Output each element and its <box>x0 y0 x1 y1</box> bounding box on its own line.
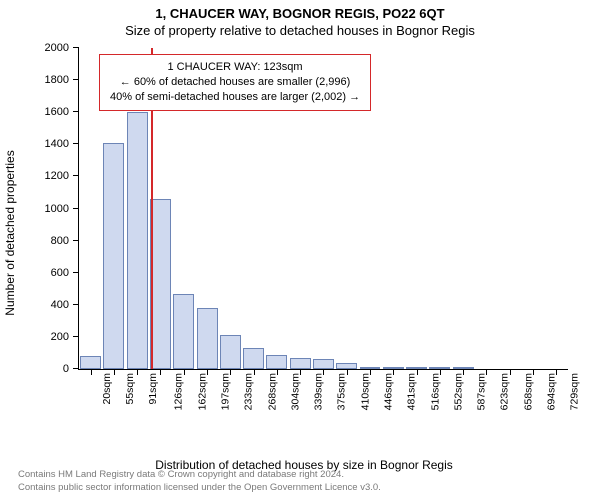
x-tick-label: 587sqm <box>476 373 488 410</box>
x-tick-label: 410sqm <box>359 373 371 410</box>
chart-container: Number of detached properties 20sqm55sqm… <box>36 48 572 418</box>
x-tick <box>207 369 208 375</box>
bar-slot: 623sqm <box>475 48 498 369</box>
x-tick <box>510 369 511 375</box>
x-tick-label: 91sqm <box>147 373 159 405</box>
x-tick-label: 446sqm <box>383 373 395 410</box>
x-tick-label: 658sqm <box>522 373 534 410</box>
x-tick-label: 233sqm <box>243 373 255 410</box>
x-tick-label: 552sqm <box>453 373 465 410</box>
y-tick-label: 1200 <box>45 170 79 182</box>
bar-slot: 694sqm <box>521 48 544 369</box>
bar <box>266 355 287 369</box>
bar-slot: 729sqm <box>545 48 568 369</box>
y-tick-label: 200 <box>51 331 79 343</box>
bar-slot: 516sqm <box>405 48 428 369</box>
bar <box>150 199 171 369</box>
x-tick <box>91 369 92 375</box>
x-tick <box>347 369 348 375</box>
x-tick <box>160 369 161 375</box>
x-tick-label: 20sqm <box>100 373 112 405</box>
chart-title-main: 1, CHAUCER WAY, BOGNOR REGIS, PO22 6QT <box>0 0 600 21</box>
x-tick <box>184 369 185 375</box>
bar <box>313 359 334 369</box>
x-tick <box>323 369 324 375</box>
x-tick-label: 162sqm <box>196 373 208 410</box>
bar <box>220 335 241 369</box>
y-tick-label: 1000 <box>45 203 79 215</box>
annotation-line3: 40% of semi-detached houses are larger (… <box>110 90 360 105</box>
y-tick-label: 1400 <box>45 138 79 150</box>
bar <box>80 356 101 369</box>
bar <box>290 358 311 369</box>
x-tick <box>114 369 115 375</box>
y-tick-label: 800 <box>51 235 79 247</box>
bar-slot: 587sqm <box>452 48 475 369</box>
x-tick-label: 304sqm <box>290 373 302 410</box>
annotation-box: 1 CHAUCER WAY: 123sqm ← 60% of detached … <box>99 54 371 111</box>
x-tick <box>230 369 231 375</box>
bar <box>103 143 124 369</box>
bar <box>197 308 218 369</box>
y-tick-label: 1600 <box>45 106 79 118</box>
x-tick-label: 126sqm <box>173 373 185 410</box>
x-tick-label: 516sqm <box>429 373 441 410</box>
x-tick <box>254 369 255 375</box>
x-tick-label: 729sqm <box>569 373 581 410</box>
bar <box>127 112 148 369</box>
bar-slot: 658sqm <box>498 48 521 369</box>
footer-line2: Contains public sector information licen… <box>18 482 381 494</box>
x-tick-label: 623sqm <box>499 373 511 410</box>
annotation-line1: 1 CHAUCER WAY: 123sqm <box>110 60 360 75</box>
x-tick <box>417 369 418 375</box>
bar <box>243 348 264 369</box>
bar-slot: 552sqm <box>428 48 451 369</box>
y-tick-label: 600 <box>51 267 79 279</box>
x-tick <box>463 369 464 375</box>
bar-slot: 481sqm <box>382 48 405 369</box>
bar <box>173 294 194 369</box>
annotation-line2: ← 60% of detached houses are smaller (2,… <box>110 75 360 90</box>
x-tick <box>370 369 371 375</box>
x-tick-label: 197sqm <box>220 373 232 410</box>
x-tick-label: 55sqm <box>124 373 136 405</box>
x-tick <box>556 369 557 375</box>
x-tick <box>393 369 394 375</box>
footer-attribution: Contains HM Land Registry data © Crown c… <box>18 469 381 494</box>
y-tick-label: 0 <box>63 363 79 375</box>
x-tick-label: 694sqm <box>546 373 558 410</box>
x-tick <box>533 369 534 375</box>
chart-title-sub: Size of property relative to detached ho… <box>0 21 600 38</box>
x-tick <box>440 369 441 375</box>
plot-area: 20sqm55sqm91sqm126sqm162sqm197sqm233sqm2… <box>78 48 568 370</box>
x-tick <box>137 369 138 375</box>
x-tick-label: 375sqm <box>336 373 348 410</box>
y-tick-label: 400 <box>51 299 79 311</box>
x-tick <box>486 369 487 375</box>
y-axis-label: Number of detached properties <box>3 150 17 315</box>
y-tick-label: 1800 <box>45 74 79 86</box>
y-tick-label: 2000 <box>45 42 79 54</box>
footer-line1: Contains HM Land Registry data © Crown c… <box>18 469 381 481</box>
x-tick-label: 339sqm <box>313 373 325 410</box>
x-tick <box>277 369 278 375</box>
x-tick-label: 481sqm <box>406 373 418 410</box>
x-tick <box>300 369 301 375</box>
x-tick-label: 268sqm <box>266 373 278 410</box>
